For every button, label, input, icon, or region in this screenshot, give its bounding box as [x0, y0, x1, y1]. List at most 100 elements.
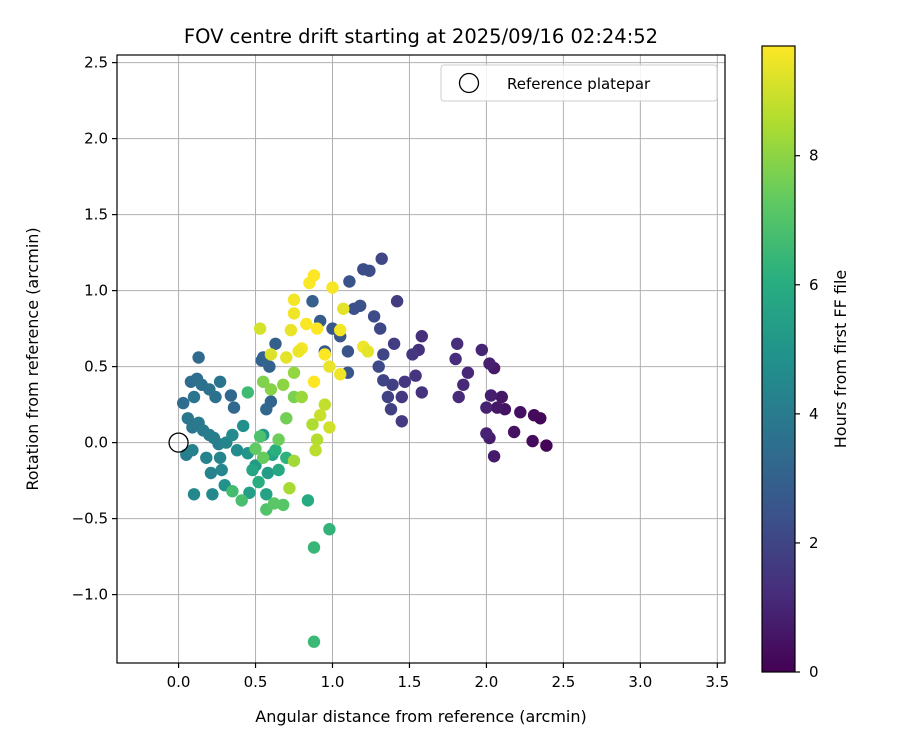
scatter-points — [177, 252, 553, 648]
scatter-point — [277, 498, 290, 512]
legend-label: Reference platepar — [507, 75, 651, 93]
scatter-point — [272, 463, 285, 477]
scatter-point — [246, 463, 259, 477]
x-tick-label: 2.0 — [474, 673, 498, 691]
scatter-point — [260, 488, 273, 501]
scatter-point — [384, 403, 398, 416]
scatter-point — [267, 497, 281, 510]
y-tick-label: 0.5 — [84, 358, 108, 376]
scatter-point — [192, 351, 205, 364]
scatter-point — [495, 390, 508, 404]
scatter-point — [452, 390, 465, 404]
legend: Reference platepar — [440, 64, 718, 102]
scatter-point — [514, 406, 527, 419]
colorbar-tick-label: 4 — [809, 405, 819, 423]
scatter-point — [334, 368, 347, 381]
y-tick-label: −1.0 — [72, 586, 108, 604]
scatter-point — [226, 485, 239, 498]
scatter-point — [457, 378, 470, 391]
scatter-point — [337, 302, 350, 315]
scatter-point — [277, 378, 290, 391]
x-tick-label: 3.0 — [628, 673, 652, 691]
scatter-point — [415, 330, 428, 343]
scatter-point — [209, 390, 222, 404]
scatter-point — [310, 322, 324, 335]
scatter-point — [186, 444, 199, 457]
scatter-point — [253, 322, 267, 335]
colorbar-tick-label: 6 — [809, 276, 819, 294]
scatter-point — [243, 486, 256, 499]
scatter-point — [280, 351, 293, 364]
colorbar-gradient — [761, 45, 796, 673]
x-tick-label: 1.0 — [321, 673, 345, 691]
scatter-point — [395, 390, 408, 404]
colorbar-label: Hours from first FF file — [831, 270, 850, 449]
colorbar-tick-label: 0 — [809, 663, 819, 681]
reference-platepar-marker — [168, 432, 189, 453]
scatter-point — [323, 421, 336, 434]
scatter-point — [318, 348, 331, 361]
y-axis-label: Rotation from reference (arcmin) — [23, 227, 42, 490]
scatter-point — [409, 369, 422, 382]
gridlines — [117, 55, 725, 663]
scatter-point — [377, 348, 390, 361]
scatter-point — [260, 403, 273, 416]
scatter-point — [204, 466, 218, 480]
scatter-point — [449, 352, 462, 366]
scatter-point — [390, 295, 404, 308]
colorbar-ticks: 0 2 4 6 8 — [795, 147, 819, 681]
scatter-point — [237, 419, 250, 433]
scatter-point — [375, 252, 388, 265]
scatter-point — [301, 494, 315, 507]
scatter-point — [295, 390, 308, 404]
colorbar: 0 2 4 6 8 Hours from first FF file — [761, 45, 850, 681]
y-tick-label: 1.0 — [84, 282, 108, 300]
scatter-point — [372, 360, 385, 373]
scatter-point — [491, 401, 504, 414]
scatter-point — [253, 430, 267, 443]
y-tick-label: 2.0 — [84, 130, 108, 148]
scatter-point — [480, 427, 493, 440]
scatter-point — [206, 488, 219, 501]
scatter-point — [306, 295, 319, 308]
scatter-point — [361, 345, 375, 358]
scatter-point — [398, 375, 411, 388]
scatter-point — [235, 494, 248, 507]
scatter-point — [395, 415, 408, 428]
plot-frame — [116, 54, 726, 664]
scatter-point — [269, 444, 282, 457]
scatter-point — [527, 409, 541, 422]
x-tick-label: 0.5 — [244, 673, 268, 691]
y-tick-label: 0.0 — [84, 434, 108, 452]
scatter-point — [374, 322, 387, 335]
scatter-point — [287, 307, 301, 320]
y-tick-label: −0.5 — [72, 510, 108, 528]
scatter-point — [347, 302, 361, 315]
scatter-point — [318, 398, 331, 411]
scatter-point — [187, 488, 201, 501]
x-tick-label: 2.5 — [551, 673, 575, 691]
scatter-point — [255, 354, 268, 367]
scatter-point — [284, 323, 298, 337]
scatter-point — [377, 374, 390, 387]
y-axis-ticks: −1.0 −0.5 0.0 0.5 1.0 1.5 2.0 2.5 — [72, 54, 117, 604]
scatter-point — [300, 317, 313, 331]
scatter-point — [283, 482, 296, 495]
scatter-point — [326, 281, 339, 294]
scatter-point — [483, 357, 496, 370]
scatter-point — [287, 293, 301, 306]
legend-box — [440, 64, 718, 102]
scatter-point — [307, 635, 321, 648]
scatter-point — [230, 444, 244, 457]
y-tick-label: 2.5 — [84, 54, 108, 72]
scatter-point — [487, 450, 501, 463]
x-axis-ticks: 0.0 0.5 1.0 1.5 2.0 2.5 3.0 3.5 — [167, 663, 729, 691]
scatter-point — [226, 428, 239, 442]
scatter-point — [507, 425, 521, 439]
scatter-point — [406, 348, 419, 361]
scatter-point — [307, 269, 321, 282]
chart-title: FOV centre drift starting at 2025/09/16 … — [184, 25, 658, 48]
scatter-point — [540, 439, 553, 452]
scatter-point — [252, 475, 265, 489]
